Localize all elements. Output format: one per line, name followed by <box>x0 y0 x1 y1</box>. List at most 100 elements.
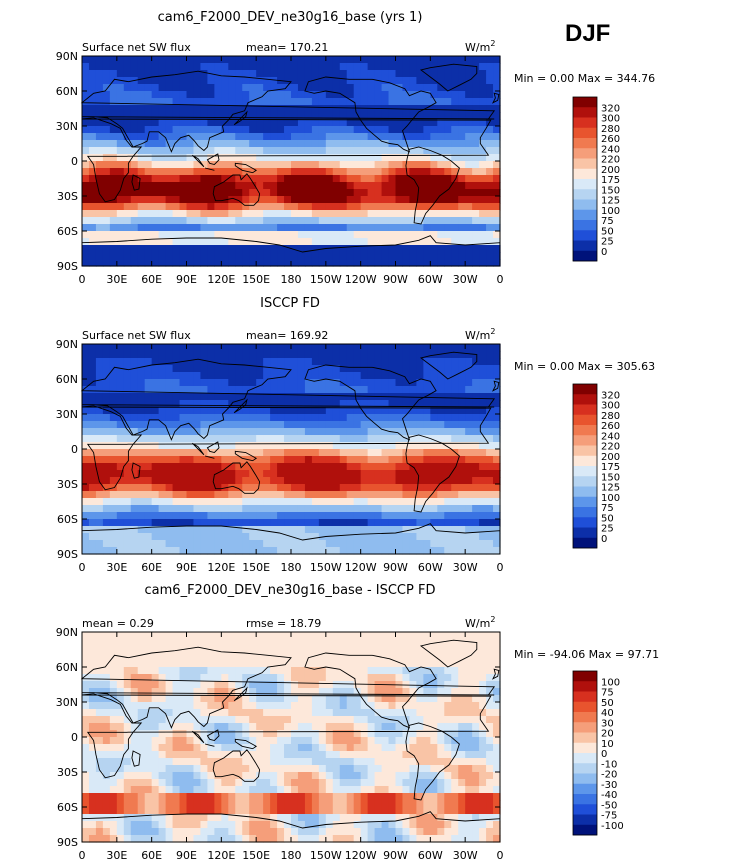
field-cell <box>444 477 452 485</box>
field-cell <box>109 421 118 429</box>
field-cell <box>102 98 111 106</box>
field-cell <box>172 667 181 675</box>
field-cell <box>137 238 146 246</box>
field-cell <box>458 428 466 436</box>
field-cell <box>137 744 146 752</box>
field-cell <box>430 168 438 176</box>
field-cell <box>228 393 236 401</box>
field-cell <box>95 77 104 85</box>
field-cell <box>472 91 480 99</box>
field-cell <box>221 154 229 162</box>
field-cell <box>395 442 404 450</box>
field-cell <box>493 442 501 450</box>
field-cell <box>388 653 397 661</box>
field-cell <box>277 702 285 710</box>
x-tick-label: 150E <box>242 273 270 286</box>
field-cell <box>214 175 222 183</box>
field-cell <box>249 140 257 148</box>
field-cell <box>311 365 320 373</box>
field-cell <box>367 386 376 394</box>
field-cell <box>444 519 452 527</box>
field-cell <box>297 56 306 64</box>
field-cell <box>353 632 362 640</box>
field-cell <box>179 196 188 204</box>
field-cell <box>130 751 139 759</box>
field-cell <box>172 653 181 661</box>
field-cell <box>318 449 327 457</box>
field-cell <box>291 498 299 506</box>
field-cell <box>353 744 362 752</box>
field-cell <box>249 245 257 253</box>
field-cell <box>221 449 229 457</box>
field-cell <box>353 140 362 148</box>
field-cell <box>339 196 348 204</box>
field-cell <box>423 140 431 148</box>
field-cell <box>207 386 215 394</box>
colorbar-label: 25 <box>601 524 614 535</box>
field-cell <box>409 498 417 506</box>
field-cell <box>318 217 327 225</box>
field-cell <box>395 491 404 499</box>
field-cell <box>416 674 424 682</box>
field-cell <box>423 751 431 759</box>
field-cell <box>374 716 383 724</box>
field-cell <box>444 119 452 127</box>
field-cell <box>291 723 299 731</box>
field-cell <box>277 435 285 443</box>
colorbar-swatch <box>573 107 597 118</box>
field-cell <box>95 751 104 759</box>
field-cell <box>346 217 355 225</box>
field-cell <box>374 667 383 675</box>
field-cell <box>228 674 236 682</box>
field-cell <box>388 147 397 155</box>
field-cell <box>207 365 215 373</box>
field-cell <box>304 119 313 127</box>
field-cell <box>451 245 459 253</box>
field-cell <box>151 140 160 148</box>
field-cell <box>297 344 306 352</box>
field-cell <box>465 175 473 183</box>
x-tick-label: 0 <box>497 561 504 574</box>
field-cell <box>325 161 334 169</box>
field-cell <box>179 688 188 696</box>
field-cell <box>451 119 459 127</box>
field-cell <box>444 126 452 134</box>
field-cell <box>228 168 236 176</box>
field-cell <box>291 119 299 127</box>
field-cell <box>493 140 501 148</box>
field-cell <box>291 688 299 696</box>
field-cell <box>332 196 341 204</box>
field-cell <box>200 189 208 197</box>
field-cell <box>332 245 341 253</box>
field-cell <box>318 716 327 724</box>
field-cell <box>235 716 243 724</box>
field-cell <box>395 414 404 422</box>
field-cell <box>388 119 397 127</box>
field-cell <box>479 491 487 499</box>
field-cell <box>172 695 181 703</box>
field-cell <box>95 709 104 717</box>
field-cell <box>277 681 285 689</box>
field-cell <box>207 351 215 359</box>
field-cell <box>256 639 264 647</box>
field-cell <box>151 526 160 534</box>
field-cell <box>465 456 473 464</box>
field-cell <box>130 91 139 99</box>
field-cell <box>270 372 278 380</box>
field-cell <box>228 653 236 661</box>
field-grid <box>82 56 501 267</box>
field-cell <box>325 688 334 696</box>
field-cell <box>116 84 125 92</box>
field-cell <box>277 688 285 696</box>
colorbar-label: 240 <box>601 144 620 155</box>
field-cell <box>493 435 501 443</box>
field-cell <box>318 196 327 204</box>
field-cell <box>249 126 257 134</box>
field-cell <box>409 63 417 71</box>
field-cell <box>388 344 397 352</box>
field-cell <box>270 400 278 408</box>
field-cell <box>339 709 348 717</box>
field-cell <box>235 414 243 422</box>
field-cell <box>214 737 222 745</box>
field-cell <box>451 421 459 429</box>
